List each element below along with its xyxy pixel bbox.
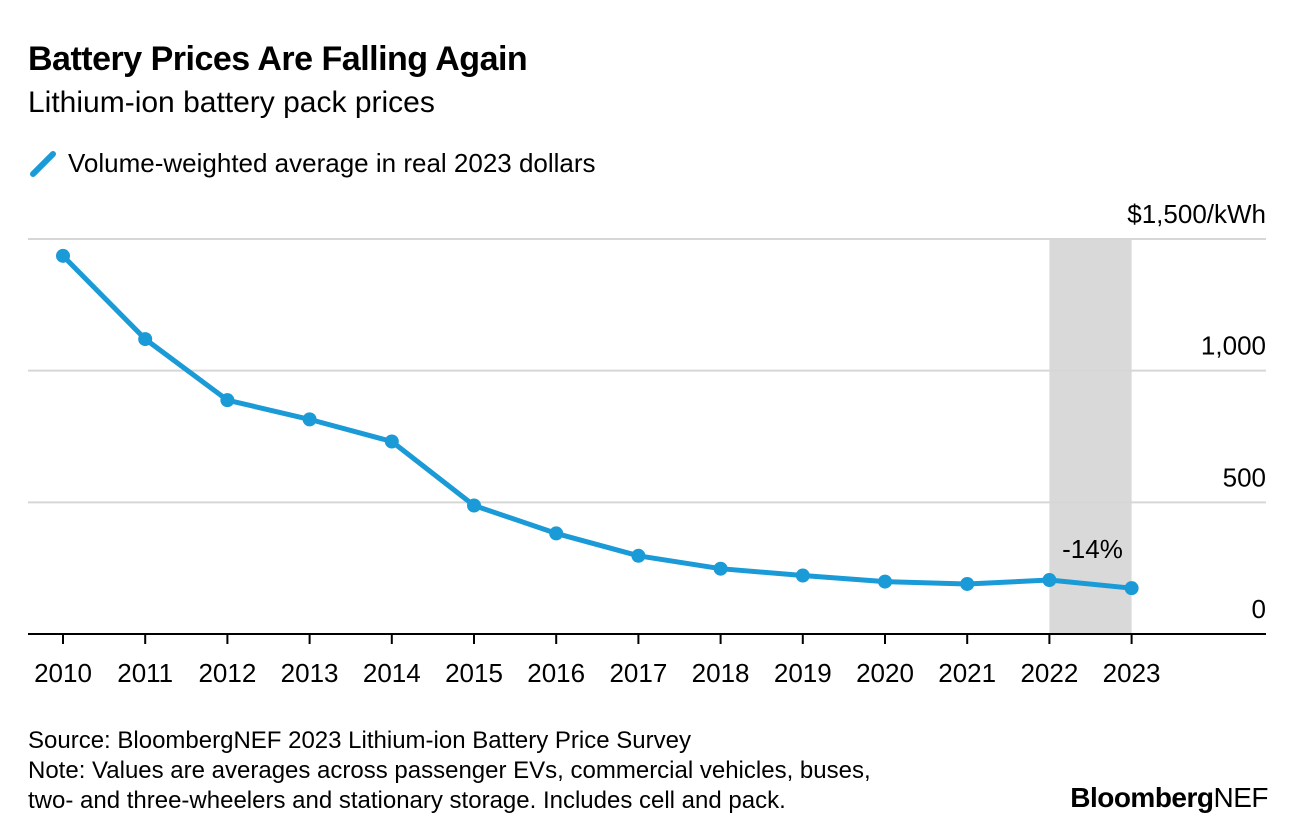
data-point [795,568,810,583]
note-line-2: two- and three-wheelers and stationary s… [28,787,786,814]
x-tick-label: 2013 [281,658,339,688]
chart-title: Battery Prices Are Falling Again [28,40,528,78]
brand-bold: Bloomberg [1070,782,1214,813]
data-point [138,332,153,347]
data-point [549,526,564,541]
note-line-1: Note: Values are averages across passeng… [28,757,871,784]
data-point [1124,581,1139,596]
x-tick-label: 2011 [117,658,173,688]
line-chart: 2010 2011 2012 2013 2014 2015 2016 2017 2018 2019… [28,199,1266,688]
data-point [56,248,70,263]
data-point [1042,573,1057,588]
data-point [878,574,892,589]
data-point [631,548,646,563]
x-tick-label: 2015 [445,658,503,688]
x-tick-label: 2022 [1020,658,1078,688]
x-tick-label: 2017 [609,658,667,688]
y-tick-label: $1,500/kWh [1127,199,1266,229]
x-tick-label: 2023 [1103,658,1161,688]
series-line [60,253,1135,591]
y-tick-label: 500 [1223,462,1266,492]
legend-label: Volume-weighted average in real 2023 dol… [68,147,596,178]
change-annotation: -14% [1062,534,1123,564]
x-tick-label: 2016 [527,658,585,688]
data-point [467,498,481,513]
data-point [302,412,317,427]
data-point [220,393,235,408]
x-tick-label: 2019 [774,658,832,688]
source-note: Source: BloombergNEF 2023 Lithium-ion Ba… [28,727,691,754]
brand-regular: NEF [1213,782,1269,813]
data-point [713,561,728,576]
legend: Volume-weighted average in real 2023 dol… [28,146,596,180]
x-tick-label: 2012 [198,658,256,688]
data-point [384,434,399,449]
x-tick-label: 2018 [692,658,750,688]
legend-line-icon [30,151,56,177]
x-tick-label: 2010 [34,658,92,688]
x-tick-label: 2014 [363,658,421,688]
brand-logo: BloombergNEF [1070,782,1268,814]
x-tick-label: 2021 [938,658,996,688]
data-point [960,576,975,591]
highlight-band [1049,239,1132,634]
x-tick-label: 2020 [856,658,914,688]
y-tick-label: 1,000 [1201,331,1266,361]
y-tick-label: 0 [1252,594,1266,624]
chart-subtitle: Lithium-ion battery pack prices [28,86,435,119]
chart-footer: Source: BloombergNEF 2023 Lithium-ion Ba… [28,726,871,816]
